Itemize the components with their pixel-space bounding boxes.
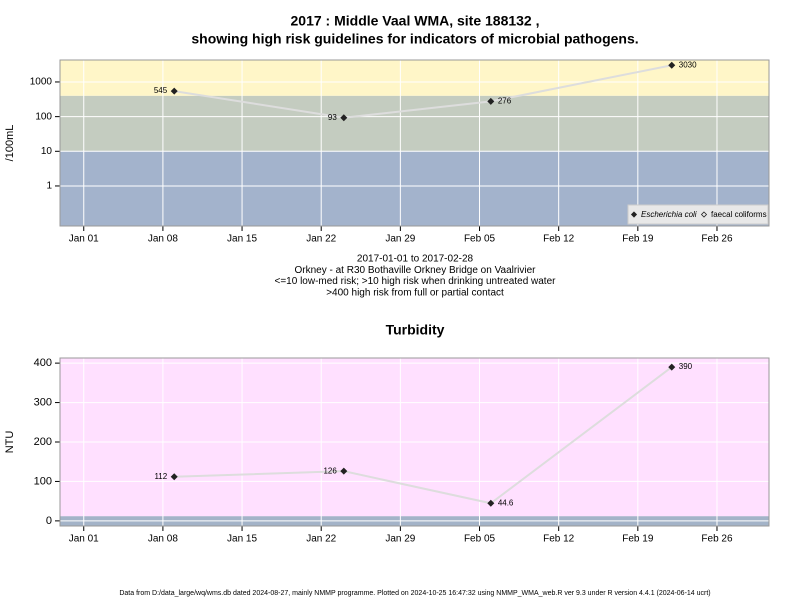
plot-frame — [59, 357, 770, 527]
y-tick-label: 100 — [35, 111, 52, 122]
risk-band — [60, 95, 769, 152]
data-label: 390 — [679, 362, 693, 371]
x-tick-label: Jan 22 — [306, 534, 336, 545]
y-tick-label: 200 — [34, 436, 52, 448]
x-tick-label: Feb 05 — [464, 534, 496, 545]
series-line — [174, 366, 673, 505]
x-tick-label: Feb 12 — [543, 534, 575, 545]
y-tick-label: 100 — [34, 475, 52, 487]
x-tick-label: Feb 12 — [543, 234, 575, 245]
data-label: 126 — [323, 466, 337, 475]
footer: Data from D:/data_large/wq/wms.db dated … — [119, 590, 710, 597]
y-tick-label: 0 — [46, 515, 52, 527]
plot-frame — [59, 59, 770, 227]
chart-subtitle: showing high risk guidelines for indicat… — [191, 31, 638, 47]
data-point — [340, 467, 348, 475]
chart-note: <=10 low-med risk; >10 high risk when dr… — [275, 276, 557, 287]
legend-marker — [630, 211, 638, 218]
data-label: 93 — [328, 113, 337, 122]
data-label: 44.6 — [498, 498, 514, 507]
x-tick-label: Jan 08 — [148, 534, 178, 545]
data-point — [170, 473, 178, 481]
x-tick-label: Jan 29 — [385, 534, 415, 545]
data-point — [487, 499, 495, 507]
chart-title: Turbidity — [386, 322, 445, 338]
legend-box — [627, 204, 769, 225]
y-tick-label: 10 — [41, 146, 53, 157]
y-axis-label: /100mL — [4, 125, 16, 162]
x-tick-label: Jan 08 — [148, 234, 178, 245]
data-point — [340, 114, 348, 122]
x-tick-label: Jan 15 — [227, 234, 257, 245]
x-tick-label: Jan 15 — [227, 534, 257, 545]
chart-title: 2017 : Middle Vaal WMA, site 188132 , — [291, 13, 540, 29]
y-tick-label: 1000 — [30, 77, 53, 88]
x-tick-label: Feb 26 — [701, 234, 733, 245]
y-tick-label: 300 — [34, 396, 52, 408]
legend-marker — [700, 211, 708, 218]
data-label: 112 — [154, 472, 167, 481]
series-line — [174, 64, 672, 119]
data-point — [668, 61, 676, 69]
data-point — [170, 87, 178, 95]
y-tick-label: 1 — [46, 181, 52, 192]
x-tick-label: Jan 01 — [69, 534, 99, 545]
data-label: 276 — [498, 96, 512, 105]
risk-band — [60, 60, 769, 96]
legend-label: Escherichia coli — [641, 210, 697, 219]
chart-note: >400 high risk from full or partial cont… — [326, 288, 504, 299]
data-point — [487, 97, 495, 105]
data-label: 545 — [154, 86, 168, 95]
x-tick-label: Jan 01 — [69, 234, 99, 245]
chart-note: 2017-01-01 to 2017-02-28 — [357, 254, 474, 265]
risk-band — [60, 358, 769, 517]
legend-label: faecal coliforms — [711, 210, 767, 219]
x-tick-label: Feb 05 — [464, 234, 496, 245]
chart-note: Orkney - at R30 Bothaville Orkney Bridge… — [294, 265, 536, 276]
data-point — [668, 363, 676, 371]
data-label: 3030 — [679, 60, 697, 69]
x-tick-label: Feb 19 — [622, 534, 654, 545]
y-axis-label: NTU — [4, 431, 16, 454]
x-tick-label: Feb 19 — [622, 234, 654, 245]
y-tick-label: 400 — [34, 357, 52, 369]
x-tick-label: Feb 26 — [701, 534, 733, 545]
x-tick-label: Jan 29 — [385, 234, 415, 245]
x-tick-label: Jan 22 — [306, 234, 336, 245]
